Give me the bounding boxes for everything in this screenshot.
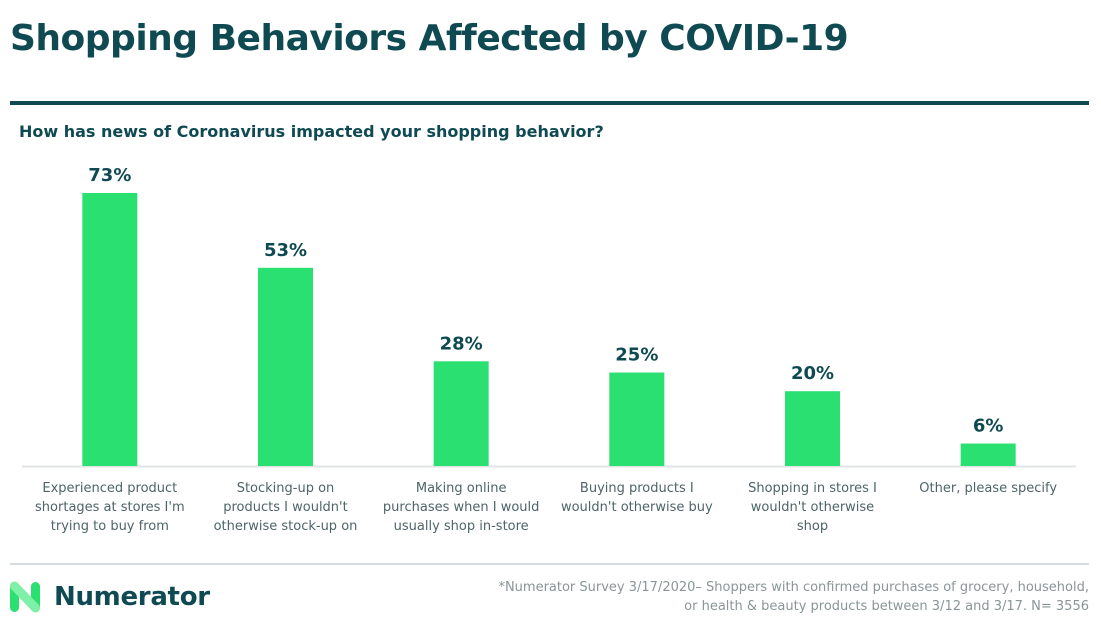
footer-divider: [10, 563, 1089, 565]
bar-5: [785, 391, 840, 466]
category-label-line: trying to buy from: [51, 519, 169, 534]
category-label-line: Other, please specify: [919, 481, 1057, 496]
value-label-6: 6%: [973, 416, 1004, 437]
category-label-line: shortages at stores I'm: [35, 500, 185, 515]
category-label-line: shop: [797, 519, 828, 534]
bars-group: [82, 193, 1016, 466]
category-label-4: Buying products I wouldn't otherwise buy: [561, 481, 713, 515]
category-label-line: wouldn't otherwise: [751, 500, 874, 515]
category-label-3: Making online purchases when I would usual…: [383, 481, 539, 534]
bar-3: [433, 361, 489, 466]
bar-4: [609, 372, 665, 466]
category-label-line: Shopping in stores I: [748, 481, 877, 496]
chart-subtitle: How has news of Coronavirus impacted you…: [19, 122, 604, 141]
value-labels-group: 73% 53% 28% 25% 20% 6%: [88, 165, 1003, 437]
numerator-n-logo-icon: [10, 581, 40, 613]
category-label-line: wouldn't otherwise buy: [561, 500, 713, 515]
bar-chart: 73% 53% 28% 25% 20% 6% Experienced product sho…: [22, 165, 1076, 534]
bar-2: [258, 267, 313, 466]
value-label-2: 53%: [264, 240, 307, 261]
numerator-logo: Numerator: [8, 580, 210, 614]
footnote-line-2: or health & beauty products between 3/12…: [684, 599, 1089, 614]
category-label-line: purchases when I would: [383, 500, 539, 515]
footnote: *Numerator Survey 3/17/2020– Shoppers wi…: [389, 578, 1089, 616]
category-label-line: usually shop in-store: [394, 519, 529, 534]
value-label-4: 25%: [615, 345, 658, 366]
value-label-1: 73%: [88, 165, 131, 186]
value-label-5: 20%: [791, 363, 834, 384]
page-title: Shopping Behaviors Affected by COVID-19: [10, 18, 849, 59]
bar-6: [960, 443, 1016, 466]
footnote-line-1: *Numerator Survey 3/17/2020– Shoppers wi…: [498, 580, 1089, 595]
category-labels-group: Experienced product shortages at stores I…: [35, 481, 1057, 534]
value-label-3: 28%: [440, 333, 483, 354]
category-label-line: Stocking-up on: [237, 481, 335, 496]
category-label-line: products I wouldn't: [223, 500, 347, 515]
category-label-1: Experienced product shortages at stores I…: [35, 481, 185, 534]
bar-1: [82, 193, 138, 466]
category-label-line: otherwise stock-up on: [214, 519, 358, 534]
brand-name: Numerator: [54, 582, 210, 612]
category-label-6: Other, please specify: [919, 481, 1057, 496]
category-label-line: Buying products I: [580, 481, 694, 496]
title-divider: [10, 101, 1089, 105]
category-label-2: Stocking-up on products I wouldn't otherwi…: [214, 481, 358, 534]
category-label-line: Experienced product: [42, 481, 177, 496]
category-label-line: Making online: [416, 481, 507, 496]
category-label-5: Shopping in stores I wouldn't otherwise sh…: [748, 481, 877, 534]
